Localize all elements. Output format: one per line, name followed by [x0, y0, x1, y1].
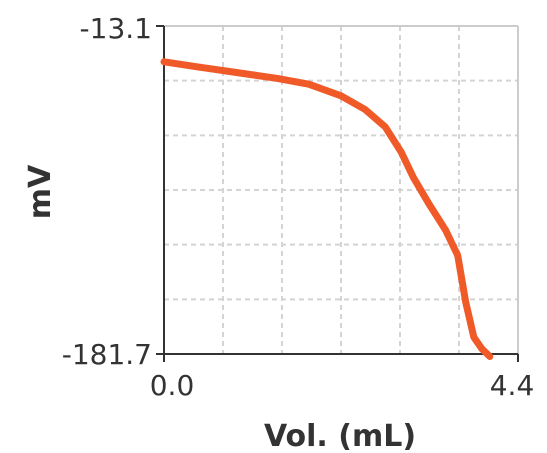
- y-tick-label-bottom: -181.7: [62, 338, 152, 371]
- y-axis-title: mV: [23, 164, 58, 219]
- grid: [164, 26, 518, 354]
- x-tick-label-right: 4.4: [490, 369, 535, 402]
- series-layer: [160, 58, 494, 360]
- series-line: [160, 58, 494, 360]
- x-axis-title: Vol. (mL): [264, 419, 416, 453]
- y-tick-label-top: -13.1: [80, 12, 152, 45]
- x-tick-label-left: 0.0: [150, 369, 195, 402]
- plot-frame: [156, 25, 519, 362]
